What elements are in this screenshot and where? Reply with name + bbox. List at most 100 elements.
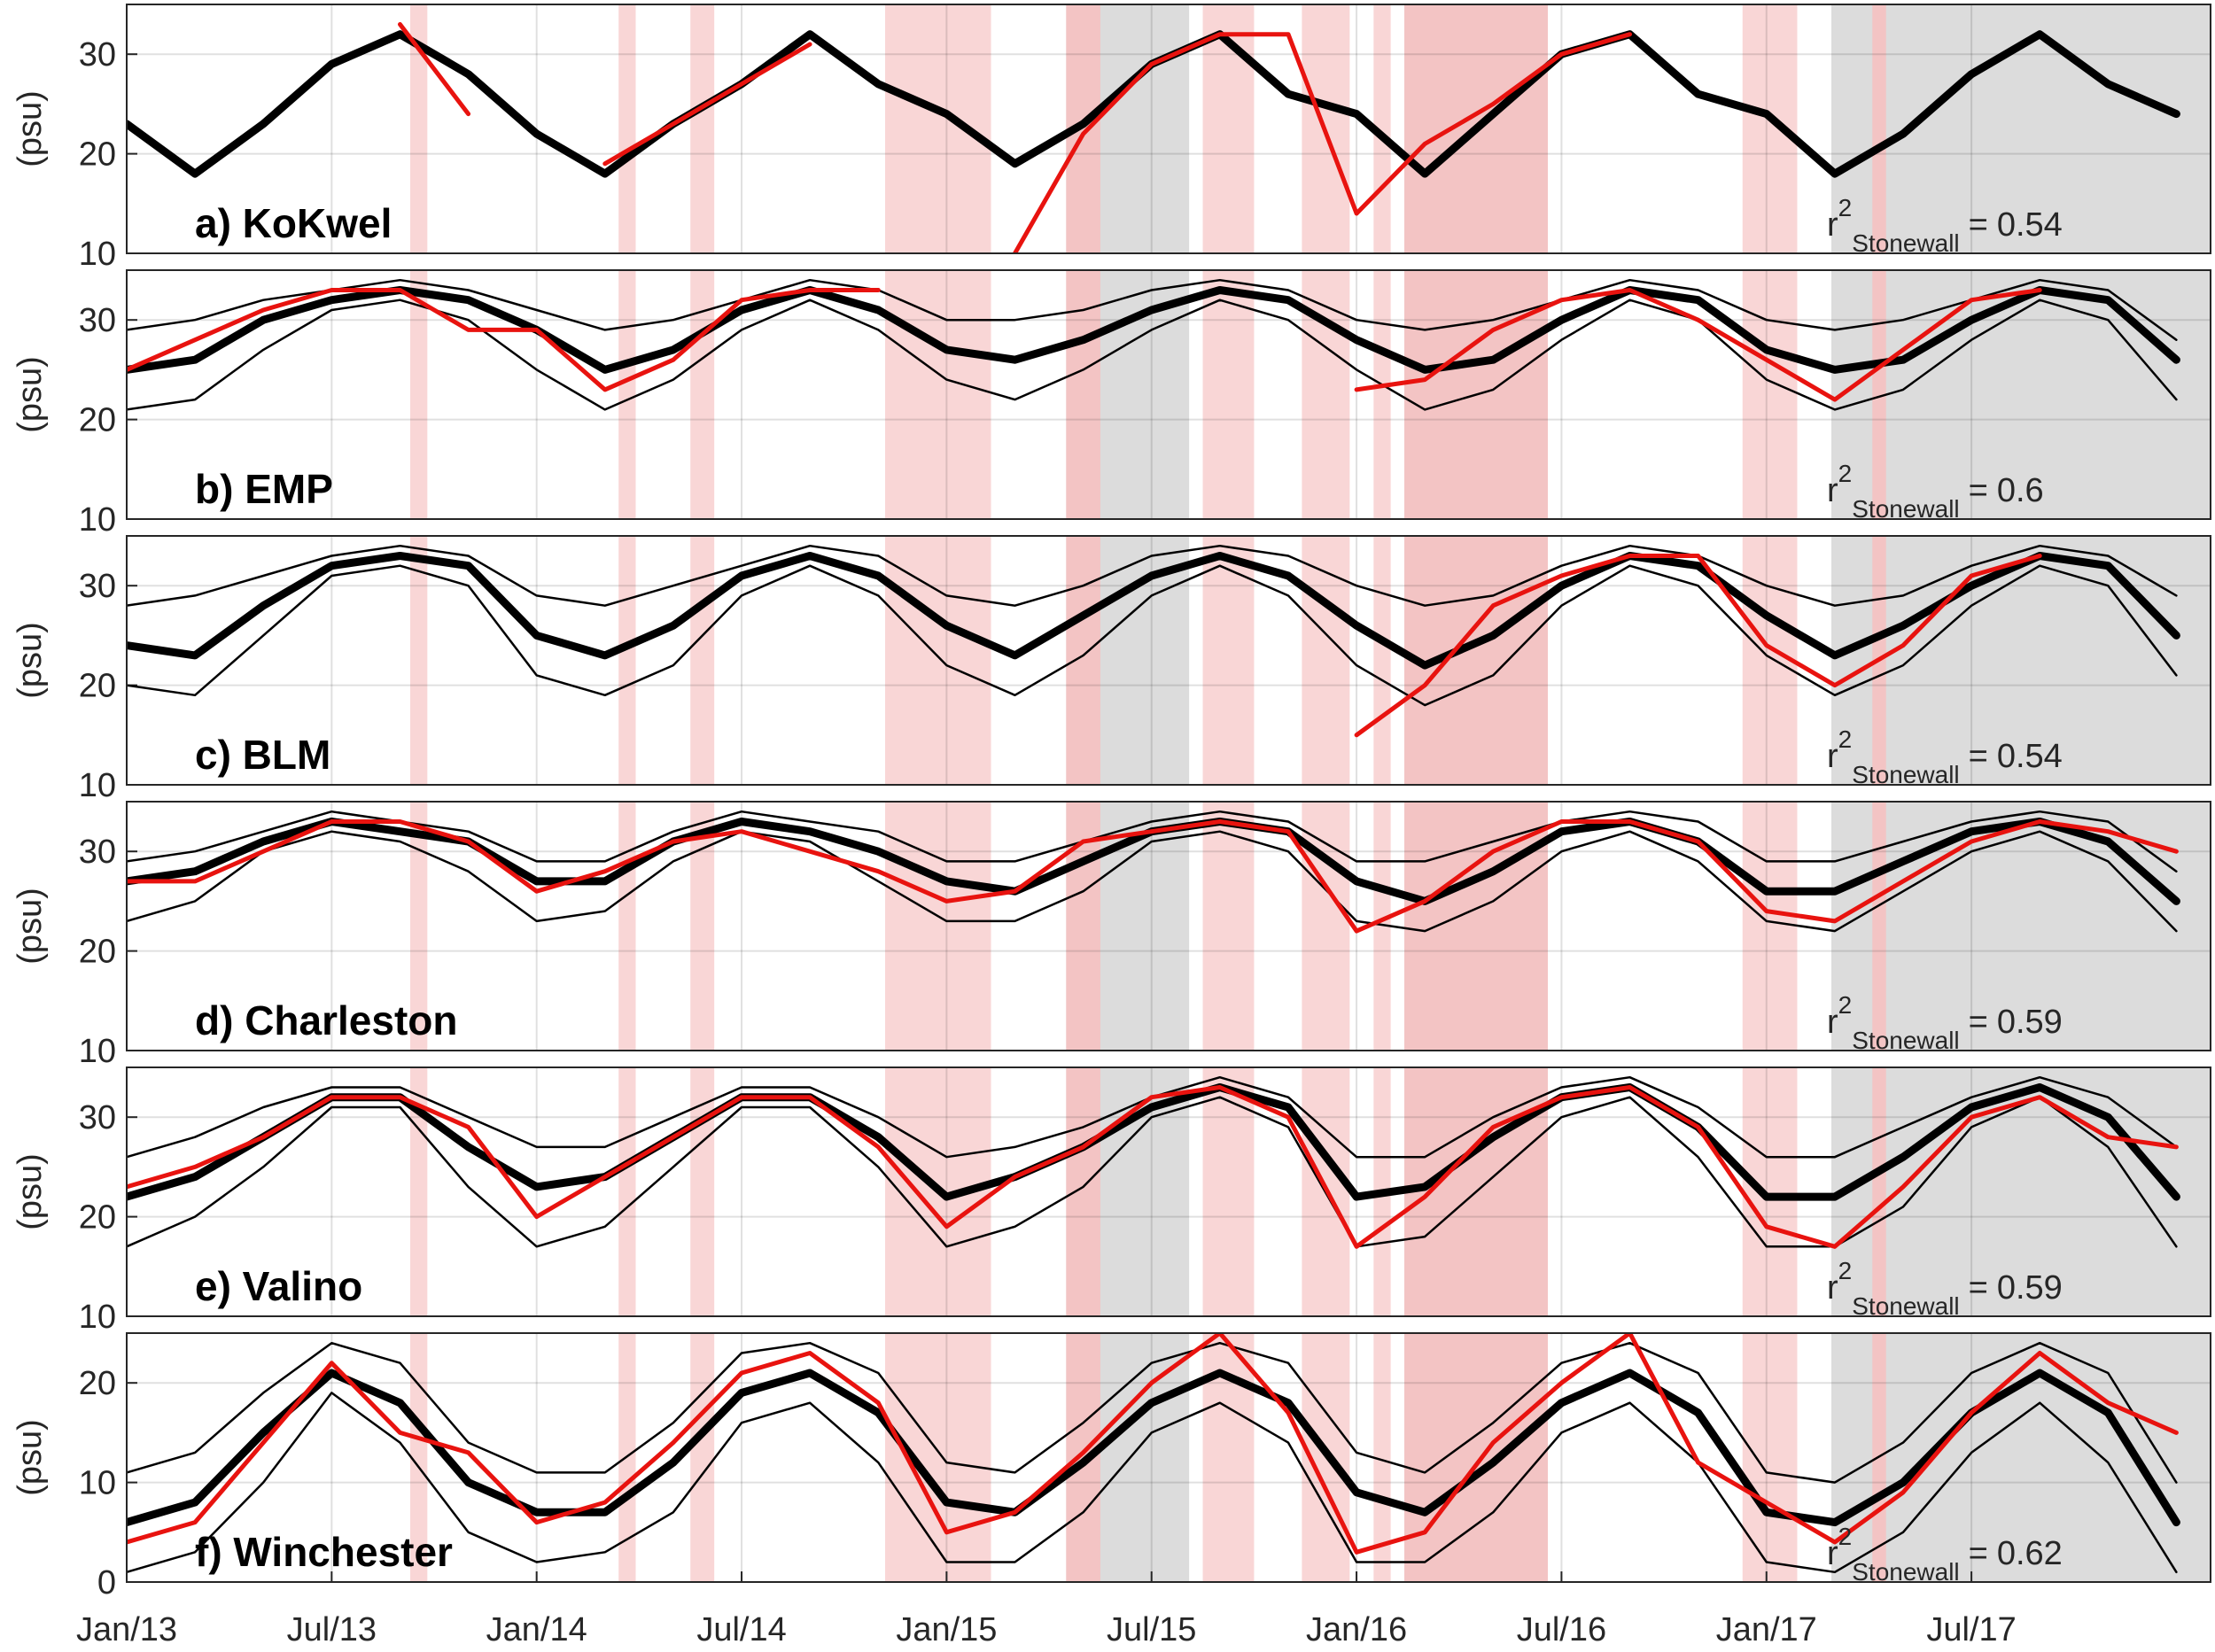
x-tick-label: Jan/16 — [1306, 1611, 1407, 1648]
stat-subscript: Stonewall — [1852, 1292, 1959, 1320]
shaded-span — [1742, 270, 1798, 519]
shaded-span — [1742, 1067, 1798, 1316]
plot-frame — [126, 269, 2211, 520]
y-tick-label: 20 — [79, 402, 116, 439]
y-axis-label: (psu) — [12, 356, 49, 433]
upper-line — [127, 544, 2178, 607]
shaded-span — [1202, 802, 1255, 1051]
stat-annotation: r2 Stonewall = 0.6 — [1827, 460, 2044, 523]
upper-line — [127, 810, 2178, 873]
stat-subscript: Stonewall — [1852, 229, 1959, 257]
shaded-span — [410, 1067, 428, 1316]
shaded-span — [1302, 536, 1350, 785]
shaded-span — [1373, 270, 1391, 519]
shaded-span — [1373, 1333, 1391, 1582]
y-tick-label: 30 — [79, 36, 116, 74]
x-tick-label: Jan/14 — [486, 1611, 587, 1648]
stat-subscript: Stonewall — [1852, 1558, 1959, 1586]
stat-relation: = — [1969, 1004, 1988, 1041]
shaded-span — [1202, 1067, 1255, 1316]
shaded-span — [1742, 802, 1798, 1051]
y-tick-label: 30 — [79, 568, 116, 605]
plot-frame — [126, 801, 2211, 1051]
stat-subscript: Stonewall — [1852, 495, 1959, 523]
y-axis-label: (psu) — [12, 888, 49, 965]
stat-power: 2 — [1838, 1257, 1853, 1284]
y-tick-label: 20 — [79, 1199, 116, 1237]
panel: 0 10 20 (psu) f) Winchester r2 Stonewall = 0.62 — [12, 1332, 2211, 1602]
observed-line — [127, 1333, 2179, 1555]
lower-line — [127, 830, 2178, 933]
y-tick-label: 10 — [79, 1033, 116, 1070]
shaded-span — [1373, 802, 1391, 1051]
x-tick-label: Jul/16 — [1517, 1611, 1606, 1648]
stat-subscript: Stonewall — [1852, 761, 1959, 788]
shaded-span — [410, 270, 428, 519]
stat-power: 2 — [1838, 1523, 1853, 1550]
shaded-span — [618, 4, 636, 253]
shaded-span — [1202, 536, 1255, 785]
panel-label: f) Winchester — [195, 1529, 453, 1575]
shaded-span — [884, 802, 991, 1051]
stat-power: 2 — [1838, 460, 1853, 487]
shaded-span — [618, 536, 636, 785]
model-line — [127, 1369, 2180, 1527]
stat-annotation: r2 Stonewall = 0.54 — [1827, 194, 2063, 257]
stat-annotation: r2 Stonewall = 0.54 — [1827, 725, 2063, 788]
stat-power: 2 — [1838, 991, 1853, 1019]
shaded-span — [1404, 802, 1548, 1051]
shaded-span — [410, 536, 428, 785]
stat-relation: = — [1969, 1269, 1988, 1307]
shaded-span — [1872, 802, 1886, 1051]
shaded-span — [618, 1067, 636, 1316]
panel-label: e) Valino — [195, 1263, 362, 1309]
shaded-span — [1872, 4, 1886, 253]
y-tick-label: 0 — [97, 1564, 116, 1602]
shaded-span — [1404, 536, 1548, 785]
model-line — [127, 552, 2180, 670]
plot-frame — [126, 4, 2211, 254]
y-tick-label: 10 — [79, 767, 116, 804]
stat-value: 0.59 — [1997, 1004, 2063, 1041]
stat-value: 0.54 — [1997, 738, 2063, 775]
stat-value: 0.54 — [1997, 206, 2063, 244]
lower-line — [127, 299, 2178, 411]
plot-frame — [126, 1066, 2211, 1317]
stat-symbol: r — [1827, 472, 1838, 509]
stat-symbol: r — [1827, 738, 1838, 775]
stat-value: 0.62 — [1997, 1535, 2063, 1572]
y-tick-label: 10 — [79, 1465, 116, 1502]
lower-line — [127, 564, 2178, 707]
y-tick-label: 30 — [79, 1099, 116, 1136]
shaded-span — [884, 1333, 991, 1582]
y-tick-label: 20 — [79, 1365, 116, 1402]
y-axis-label: (psu) — [12, 622, 49, 699]
y-tick-label: 10 — [79, 1299, 116, 1336]
shaded-span — [690, 1333, 715, 1582]
stat-symbol: r — [1827, 1004, 1838, 1041]
shaded-span — [1872, 270, 1886, 519]
stat-symbol: r — [1827, 206, 1838, 244]
y-tick-label: 30 — [79, 834, 116, 871]
observed-line — [127, 1085, 2179, 1249]
x-tick-label: Jul/17 — [1926, 1611, 2016, 1648]
y-axis-label: (psu) — [12, 1153, 49, 1230]
x-tick-label: Jan/15 — [896, 1611, 997, 1648]
panel-label: a) KoKwel — [195, 200, 392, 246]
shaded-span — [1742, 1333, 1798, 1582]
stat-value: 0.6 — [1997, 472, 2044, 509]
panel: 10 20 30 (psu) a) KoKwel r2 Stonewall = 0.54 — [12, 4, 2211, 273]
shaded-span — [1872, 1067, 1886, 1316]
y-tick-label: 20 — [79, 934, 116, 971]
observed-line — [127, 819, 2179, 934]
y-axis-label: (psu) — [12, 90, 49, 167]
y-tick-label: 10 — [79, 501, 116, 539]
upper-line — [127, 278, 2178, 341]
stat-symbol: r — [1827, 1535, 1838, 1572]
stat-subscript: Stonewall — [1852, 1027, 1959, 1054]
plot-frame — [126, 535, 2211, 786]
stat-value: 0.59 — [1997, 1269, 2063, 1307]
shaded-span — [1202, 270, 1255, 519]
plot-frame — [126, 1332, 2211, 1583]
